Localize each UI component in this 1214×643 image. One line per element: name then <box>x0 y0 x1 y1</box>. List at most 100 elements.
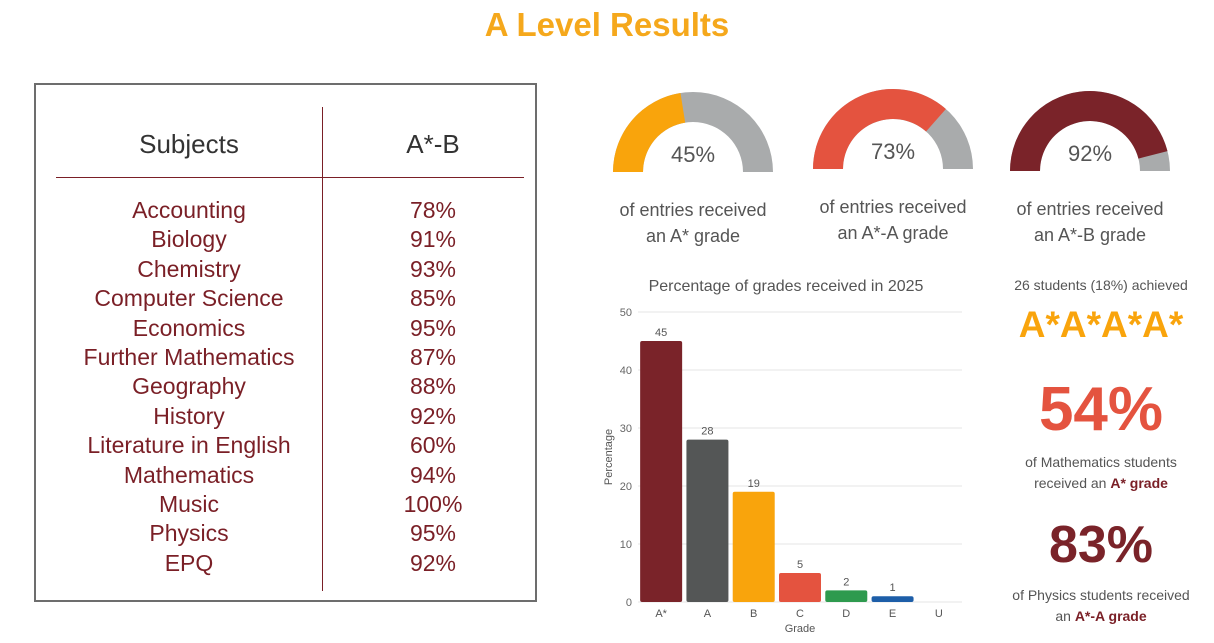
subject-name: Economics <box>132 314 246 341</box>
subject-percentage: 92% <box>409 402 457 429</box>
physics-caption-pre: an <box>1055 608 1075 624</box>
maths-percentage: 54% <box>1038 375 1164 444</box>
bar-data-label: 28 <box>701 426 713 438</box>
bar-data-label: 5 <box>797 559 803 571</box>
y-tick-label: 20 <box>620 481 632 493</box>
gauge-caption-line2: an A*-B grade <box>1033 225 1147 245</box>
gauge-value-arc <box>613 92 686 172</box>
table-row: Economics 95% <box>36 315 535 344</box>
subject-name: Mathematics <box>123 461 255 488</box>
physics-caption-bold: A*-A grade <box>1074 608 1147 624</box>
bar <box>732 491 775 602</box>
grade-combo: A*A*A*A* <box>1018 304 1184 345</box>
subject-percentage: 88% <box>409 373 457 400</box>
y-axis-label: Percentage <box>603 429 615 485</box>
bar <box>640 341 683 602</box>
table-row: Biology 91% <box>36 226 535 255</box>
x-tick-label: A* <box>655 608 667 620</box>
chart-title: Percentage of grades received in 2025 <box>648 278 924 295</box>
bar <box>825 590 868 602</box>
maths-caption-pre: received an <box>1034 475 1111 491</box>
subject-name: Accounting <box>132 197 246 223</box>
page-title: A Level Results <box>484 6 730 43</box>
gauge-a-star-a-value: 73% <box>870 139 916 164</box>
bar-chart-svg: 0 10 20 30 40 50 45 A* 28 A 19 B 5 C 2 D 1 E U Grade Percent… <box>603 307 962 635</box>
physics-percentage: 83% <box>1048 516 1154 574</box>
x-tick-label: U <box>935 608 943 620</box>
subject-name: Further Mathematics <box>83 343 295 370</box>
students-achieved-text: 26 students (18%) achieved <box>1014 277 1188 293</box>
table-row: Geography 88% <box>36 373 535 402</box>
bar-data-label: 2 <box>843 576 849 588</box>
results-table: Subjects A*-B Accounting 78% Biology 91% Che… <box>34 83 537 602</box>
subject-name: Literature in English <box>87 432 291 459</box>
gauge-caption-line2: an A* grade <box>645 226 741 246</box>
gauge-a-star-value: 45% <box>670 142 716 167</box>
grade-range-header: A*-B <box>406 129 460 159</box>
physics-caption-line2: an A*-A grade <box>992 606 1210 627</box>
subject-name: EPQ <box>164 549 214 576</box>
y-tick-label: 0 <box>626 597 632 609</box>
maths-caption-line1: of Mathematics students <box>1025 454 1177 470</box>
x-tick-label: E <box>889 608 896 620</box>
table-row: Further Mathematics 87% <box>36 344 535 373</box>
x-tick-label: C <box>796 608 804 620</box>
subject-name: Music <box>158 490 220 517</box>
table-row: Accounting 78% <box>36 197 535 226</box>
maths-caption-line2: received an A* grade <box>992 473 1210 494</box>
subject-name: Geography <box>132 373 246 400</box>
bar <box>779 573 821 602</box>
subject-percentage: 85% <box>409 285 457 312</box>
subject-percentage: 94% <box>409 461 457 488</box>
maths-caption: of Mathematics students received an A* g… <box>992 452 1210 494</box>
bar-data-label: 1 <box>890 582 896 594</box>
subject-percentage: 100% <box>403 490 463 517</box>
gauge-caption-line1: of entries received <box>619 200 767 220</box>
y-tick-label: 10 <box>620 539 632 551</box>
subject-percentage: 87% <box>409 343 457 370</box>
y-tick-label: 40 <box>620 365 632 377</box>
x-tick-label: A <box>704 608 712 620</box>
subject-percentage: 95% <box>409 314 457 341</box>
subject-percentage: 78% <box>409 197 457 223</box>
x-tick-label: D <box>842 608 850 620</box>
gauge-a-star-a-arc <box>813 89 973 169</box>
subject-percentage: 92% <box>409 549 457 576</box>
physics-caption: of Physics students received an A*-A gra… <box>992 585 1210 627</box>
table-row: Mathematics 94% <box>36 462 535 491</box>
subjects-header: Subjects <box>139 129 239 159</box>
gauge-a-star: 45% of entries received an A* grade <box>610 90 776 246</box>
gauge-a-star-b: 92% of entries received an A*-B grade <box>1007 89 1173 245</box>
bar-data-label: 19 <box>748 478 760 490</box>
table-row: Chemistry 93% <box>36 256 535 285</box>
y-tick-label: 50 <box>620 307 632 319</box>
table-row: Music 100% <box>36 491 535 520</box>
physics-caption-line1: of Physics students received <box>1012 587 1190 603</box>
subject-percentage: 91% <box>409 226 457 253</box>
subject-percentage: 60% <box>409 432 457 459</box>
gauge-caption-line1: of entries received <box>819 197 967 217</box>
gauge-a-star-a: 73% of entries received an A*-A grade <box>810 87 976 243</box>
header-divider <box>56 177 524 178</box>
gauge-value-arc <box>813 89 946 169</box>
grade-bar-chart: Percentage of grades received in 2025 0 1… <box>596 272 976 638</box>
table-row: Physics 95% <box>36 520 535 549</box>
table-rows: Accounting 78% Biology 91% Chemistry 93% Compu… <box>36 197 535 579</box>
subject-name: Chemistry <box>137 255 241 282</box>
gauge-a-star-b-value: 92% <box>1067 141 1113 166</box>
bar <box>686 439 729 602</box>
subject-percentage: 93% <box>409 255 457 282</box>
gauge-caption-line2: an A*-A grade <box>837 223 949 243</box>
table-row: EPQ 92% <box>36 550 535 579</box>
subject-name: Physics <box>149 520 229 547</box>
gauge-a-star-b-arc <box>1010 90 1170 171</box>
x-axis-label: Grade <box>785 623 816 635</box>
maths-caption-bold: A* grade <box>1110 475 1168 491</box>
gauge-value-arc <box>1010 90 1168 171</box>
table-row: Literature in English 60% <box>36 432 535 461</box>
x-tick-label: B <box>750 608 757 620</box>
subject-percentage: 95% <box>409 520 457 547</box>
gauge-a-star-caption: of entries received an A* grade <box>590 197 796 249</box>
gauge-caption-line1: of entries received <box>1016 199 1164 219</box>
gauge-a-star-b-caption: of entries received an A*-B grade <box>987 196 1193 248</box>
